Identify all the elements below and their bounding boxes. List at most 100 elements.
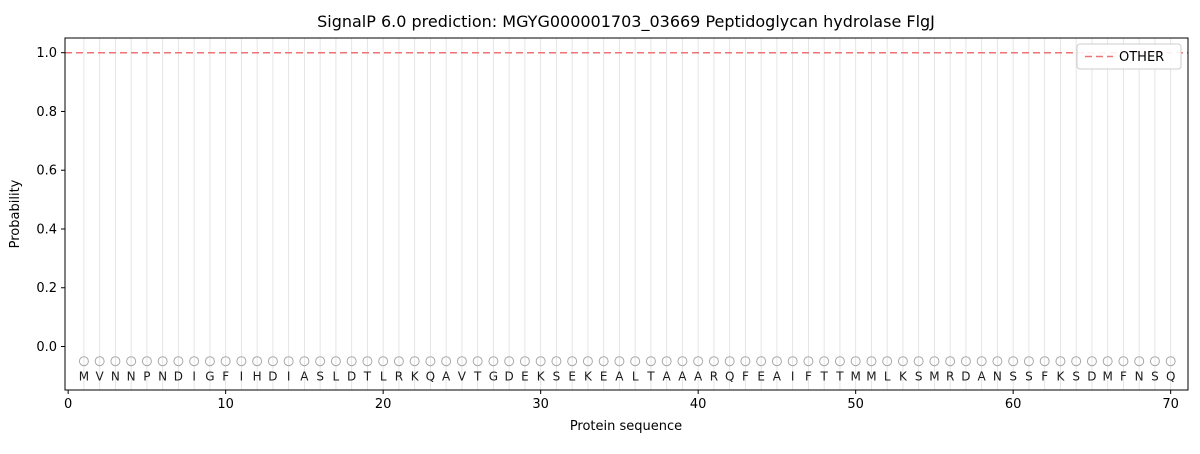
residue-marker bbox=[378, 356, 389, 367]
residue-letter: N bbox=[158, 369, 167, 383]
chart-title: SignalP 6.0 prediction: MGYG000001703_03… bbox=[317, 12, 935, 32]
residue-marker bbox=[976, 356, 987, 367]
residue-marker bbox=[708, 356, 719, 367]
residue-marker bbox=[393, 356, 404, 367]
residue-marker bbox=[614, 356, 625, 367]
x-axis-label: Protein sequence bbox=[570, 419, 682, 434]
residue-letter: E bbox=[568, 369, 576, 383]
residue-marker bbox=[94, 356, 105, 367]
residue-letter: M bbox=[1102, 369, 1112, 383]
residue-letter: K bbox=[1056, 369, 1065, 383]
residue-marker bbox=[724, 356, 735, 367]
y-tick-label: 0.8 bbox=[36, 105, 57, 120]
residue-marker bbox=[126, 356, 137, 367]
residue-marker bbox=[834, 356, 845, 367]
residue-marker bbox=[330, 356, 341, 367]
residue-marker bbox=[740, 356, 751, 367]
y-tick-label: 0.6 bbox=[36, 164, 57, 179]
residue-letter: D bbox=[961, 369, 970, 383]
residue-marker bbox=[362, 356, 373, 367]
residue-letter: A bbox=[694, 369, 703, 383]
x-tick-label: 30 bbox=[532, 397, 549, 412]
residue-letter: D bbox=[174, 369, 183, 383]
residue-marker bbox=[173, 356, 184, 367]
residue-letter: A bbox=[663, 369, 672, 383]
residue-letter: N bbox=[111, 369, 120, 383]
residue-marker bbox=[1071, 356, 1082, 367]
residue-letter: F bbox=[222, 369, 229, 383]
residue-letter: P bbox=[143, 369, 150, 383]
residue-letter: F bbox=[805, 369, 812, 383]
residue-letter: Q bbox=[725, 369, 734, 383]
ticks-layer: 0 10 20 30 40 50 60 70 0.0 0.2 0.4 0.6 0.8 1.0 bbox=[36, 46, 1179, 412]
residue-letter: L bbox=[380, 369, 387, 383]
residue-letter: R bbox=[710, 369, 718, 383]
residue-letter: G bbox=[205, 369, 214, 383]
residue-marker bbox=[456, 356, 467, 367]
residue-marker bbox=[1134, 356, 1145, 367]
residue-marker bbox=[535, 356, 546, 367]
residue-letter: T bbox=[819, 369, 828, 383]
residue-letter: F bbox=[742, 369, 749, 383]
residue-marker bbox=[252, 356, 263, 367]
residue-marker bbox=[441, 356, 452, 367]
residue-marker bbox=[866, 356, 877, 367]
residue-marker bbox=[157, 356, 168, 367]
residue-letter: A bbox=[678, 369, 687, 383]
residue-letter: D bbox=[505, 369, 514, 383]
residue-marker bbox=[1165, 356, 1176, 367]
residue-marker bbox=[771, 356, 782, 367]
residue-marker bbox=[1039, 356, 1050, 367]
residue-letter: L bbox=[884, 369, 891, 383]
residue-letter: I bbox=[192, 369, 196, 383]
residue-marker bbox=[346, 356, 357, 367]
residue-marker bbox=[882, 356, 893, 367]
residue-letter: M bbox=[866, 369, 876, 383]
residue-letter: V bbox=[458, 369, 467, 383]
residue-letter: K bbox=[411, 369, 420, 383]
residue-marker bbox=[992, 356, 1003, 367]
residue-letter: T bbox=[835, 369, 844, 383]
residue-marker bbox=[1055, 356, 1066, 367]
residue-marker bbox=[1118, 356, 1129, 367]
residue-marker bbox=[661, 356, 672, 367]
residue-marker bbox=[756, 356, 767, 367]
residue-letter: E bbox=[521, 369, 529, 383]
residue-marker bbox=[189, 356, 200, 367]
residue-marker bbox=[551, 356, 562, 367]
residue-letter: L bbox=[333, 369, 340, 383]
residue-marker bbox=[598, 356, 609, 367]
residue-letter: M bbox=[929, 369, 939, 383]
residue-letter: S bbox=[915, 369, 923, 383]
residue-marker bbox=[645, 356, 656, 367]
residue-marker bbox=[677, 356, 688, 367]
residue-letter: K bbox=[537, 369, 546, 383]
y-tick-label: 0.4 bbox=[36, 222, 57, 237]
residue-marker bbox=[78, 356, 89, 367]
residue-marker bbox=[425, 356, 436, 367]
residue-letter: M bbox=[79, 369, 89, 383]
y-axis-label: Probability bbox=[8, 179, 23, 248]
residue-marker bbox=[220, 356, 231, 367]
residue-letter: N bbox=[993, 369, 1002, 383]
residue-marker bbox=[409, 356, 420, 367]
x-tick-label: 20 bbox=[375, 397, 392, 412]
legend-label-other: OTHER bbox=[1119, 50, 1164, 65]
residue-letter: T bbox=[473, 369, 482, 383]
x-tick-label: 40 bbox=[690, 397, 707, 412]
residue-letter: E bbox=[600, 369, 608, 383]
x-tick-label: 70 bbox=[1162, 397, 1179, 412]
residue-marker bbox=[299, 356, 310, 367]
residue-marker bbox=[819, 356, 830, 367]
residue-marker bbox=[897, 356, 908, 367]
y-tick-label: 0.2 bbox=[36, 281, 57, 296]
residue-letter: E bbox=[757, 369, 765, 383]
residue-letter: S bbox=[1151, 369, 1159, 383]
residue-letter: L bbox=[632, 369, 639, 383]
legend: OTHER bbox=[1076, 43, 1182, 70]
residue-letter: N bbox=[1135, 369, 1144, 383]
residue-letter: Q bbox=[1166, 369, 1175, 383]
residue-marker bbox=[519, 356, 530, 367]
residue-letter: A bbox=[773, 369, 782, 383]
